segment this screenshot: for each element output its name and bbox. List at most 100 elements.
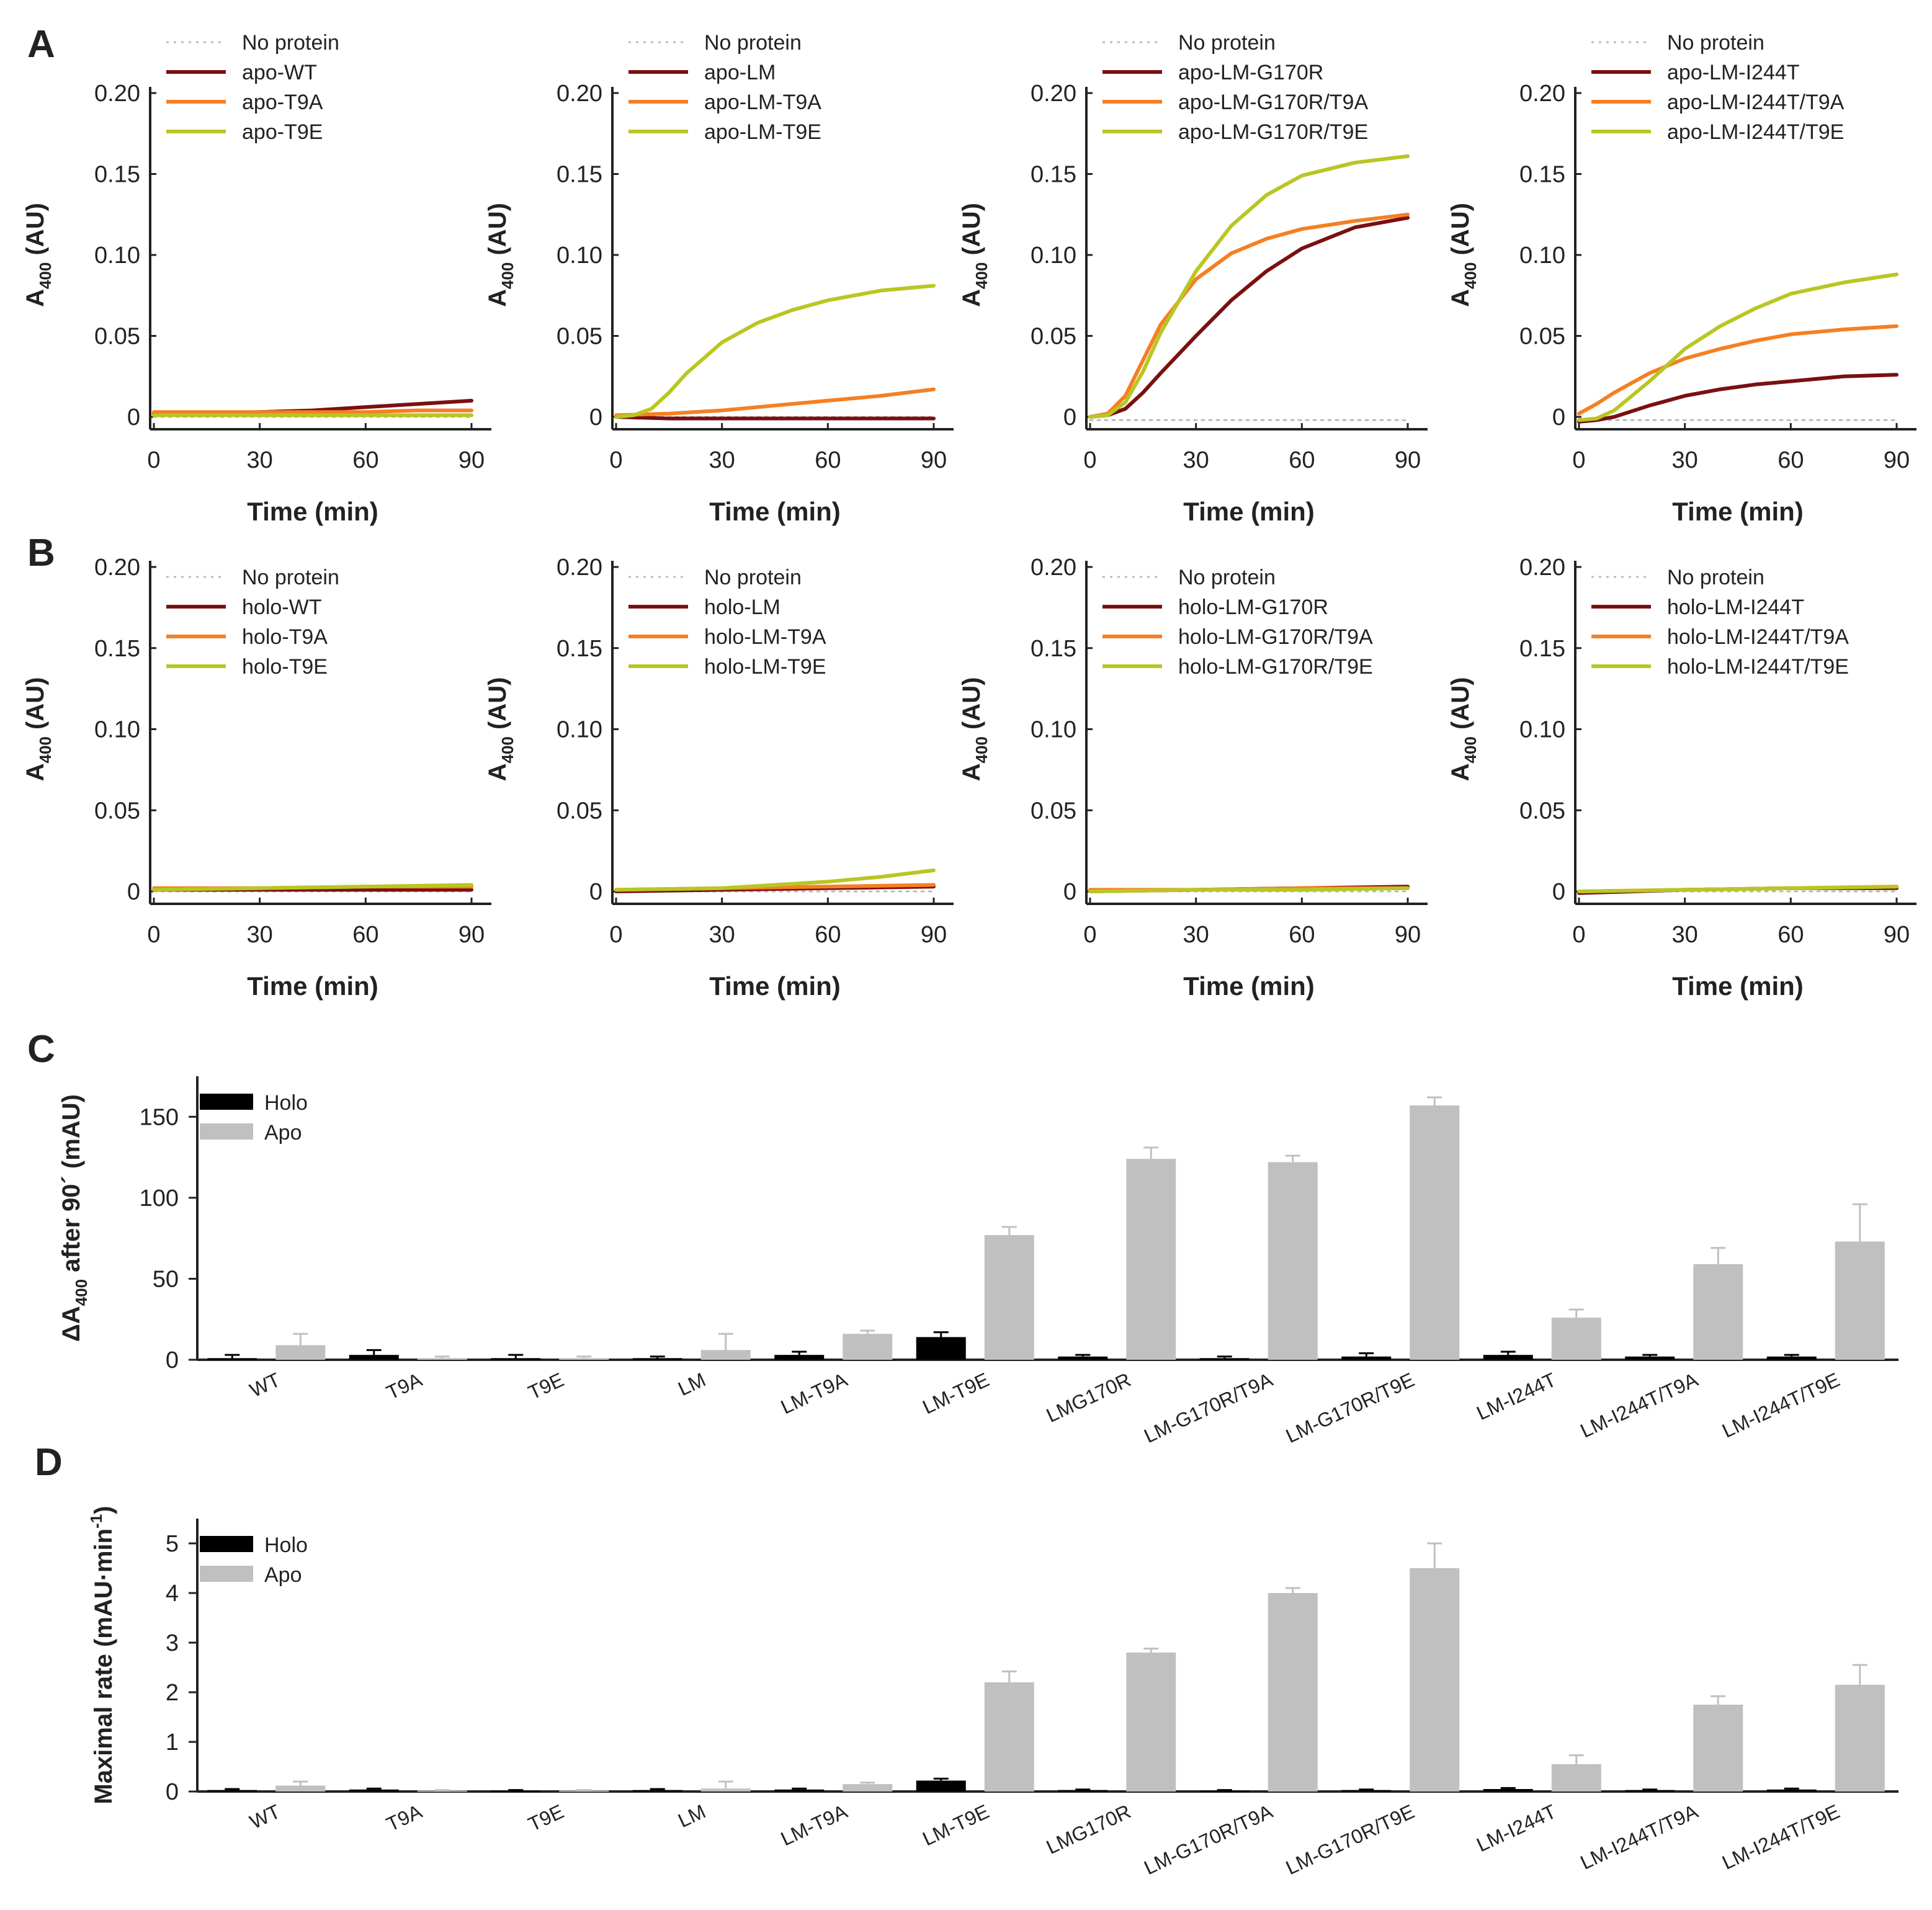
panel-letter-A: A xyxy=(27,23,55,66)
y-tick-label: 5 xyxy=(166,1531,179,1557)
y-tick-label: 2 xyxy=(166,1680,179,1706)
y-axis-label: A400 (AU) xyxy=(958,677,991,782)
series-line-apo-LM-G170R xyxy=(1088,216,1410,419)
y-tick-label: 0.10 xyxy=(1031,717,1076,743)
category-label: LMG170R xyxy=(1043,1800,1134,1859)
legend-label: apo-LM-I244T/T9A xyxy=(1667,91,1845,114)
x-axis-label: Time (min) xyxy=(1183,497,1315,526)
legend-label: Apo xyxy=(264,1121,302,1145)
y-tick-label: 0.05 xyxy=(1519,798,1565,824)
category-label: T9A xyxy=(383,1800,426,1836)
x-tick-label: 60 xyxy=(1289,922,1315,948)
y-axis-label-close: ) xyxy=(90,1506,117,1514)
bar-holo-LM-T9A xyxy=(774,1355,825,1360)
legend-label: holo-LM-T9A xyxy=(704,625,826,649)
y-tick-label: 0.20 xyxy=(557,81,602,107)
series-line-apo-LM-I244T xyxy=(1577,373,1898,424)
category-label: WT xyxy=(246,1800,284,1834)
category-label: LM-I244T/T9E xyxy=(1719,1800,1843,1874)
y-axis-label-main: A xyxy=(484,764,511,782)
y-tick-label: 0.20 xyxy=(1031,81,1076,107)
y-tick-label: 0 xyxy=(127,879,140,905)
x-tick-label: 90 xyxy=(458,922,485,948)
y-tick-label: 0 xyxy=(166,1347,179,1373)
y-axis-label-unit: (AU) xyxy=(22,203,49,262)
y-tick-label: 0.10 xyxy=(557,717,602,743)
bar-holo-LM-T9A xyxy=(774,1789,825,1792)
line-chart-A-3: 0 0.05 0.10 0.15 0.20 0 30 60 90 Time (min) A400 (… xyxy=(958,31,1428,526)
y-axis-label-sub: 400 xyxy=(1461,736,1480,763)
x-tick-label: 60 xyxy=(1289,447,1315,473)
y-tick-label: 100 xyxy=(140,1185,179,1212)
category-label: T9E xyxy=(525,1368,567,1404)
series-line-apo-LM-I244T/T9E xyxy=(1577,272,1898,422)
y-tick-label: 0.05 xyxy=(94,798,140,824)
x-tick-label: 90 xyxy=(1395,447,1421,473)
x-tick-label: 90 xyxy=(1395,922,1421,948)
y-axis-label: A400 (AU) xyxy=(1447,203,1480,307)
y-axis-label-main: A xyxy=(1447,764,1474,782)
bar-apo-LM-G170R/T9A xyxy=(1268,1162,1318,1360)
legend-swatch xyxy=(200,1123,253,1140)
y-tick-label: 0.05 xyxy=(94,324,140,350)
legend-swatch xyxy=(200,1566,253,1582)
series-line-apo-LM-T9A xyxy=(614,387,936,417)
y-axis-label-main: A xyxy=(1447,289,1474,307)
x-axis-label: Time (min) xyxy=(1183,971,1315,1001)
y-tick-label: 0.10 xyxy=(1519,717,1565,743)
x-tick-label: 90 xyxy=(921,447,947,473)
category-label: T9A xyxy=(383,1368,426,1404)
bar-apo-LM-T9A xyxy=(843,1334,893,1360)
y-tick-label: 0 xyxy=(1063,879,1076,905)
bar-holo-T9A xyxy=(349,1789,399,1792)
y-tick-label: 0.10 xyxy=(1519,243,1565,269)
x-tick-label: 30 xyxy=(1672,922,1698,948)
y-axis-label-sub: 400 xyxy=(36,736,55,763)
x-axis-label: Time (min) xyxy=(709,971,841,1001)
y-tick-label: 0 xyxy=(1063,404,1076,431)
line-chart-B-2: 0 0.05 0.10 0.15 0.20 0 30 60 90 Time (min) A400 (… xyxy=(484,555,954,1001)
category-label: LM-T9E xyxy=(919,1800,992,1850)
category-label: LM-G170R/T9E xyxy=(1282,1800,1418,1879)
legend-label: holo-LM-G170R/T9E xyxy=(1178,655,1373,679)
y-tick-label: 0.20 xyxy=(94,555,140,581)
bar-apo-LM-G170R/T9A xyxy=(1268,1593,1318,1792)
y-tick-label: 0.05 xyxy=(557,798,602,824)
bar-apo-LM-I244T/T9A xyxy=(1693,1264,1743,1360)
bar-holo-LMG170R xyxy=(1058,1790,1108,1792)
y-tick-label: 0.10 xyxy=(557,243,602,269)
category-label: LM-I244T/T9E xyxy=(1719,1368,1843,1442)
bar-holo-LM-G170R/T9A xyxy=(1199,1358,1250,1360)
y-axis-label-unit: after 90´ (mAU) xyxy=(58,1094,85,1279)
bar-apo-LM-I244T xyxy=(1551,1764,1601,1792)
y-axis-label-unit: (AU) xyxy=(22,677,49,737)
y-axis-label-main: A xyxy=(958,764,985,782)
y-axis-label-main: A xyxy=(484,289,511,307)
bar-holo-LM-I244T/T9E xyxy=(1766,1789,1817,1792)
y-tick-label: 0.15 xyxy=(94,162,140,188)
category-label: LM-T9A xyxy=(777,1800,851,1850)
y-axis-label: A400 (AU) xyxy=(484,677,517,782)
y-tick-label: 4 xyxy=(166,1581,179,1607)
y-tick-label: 0 xyxy=(127,404,140,431)
y-axis-label-unit: (AU) xyxy=(1447,677,1474,737)
legend-label: apo-LM-G170R/T9E xyxy=(1178,120,1368,144)
line-chart-A-2: 0 0.05 0.10 0.15 0.20 0 30 60 90 Time (min) A400 (… xyxy=(484,31,954,526)
x-axis-label: Time (min) xyxy=(1672,497,1804,526)
bar-apo-LM xyxy=(700,1350,751,1360)
legend-label: Holo xyxy=(264,1091,308,1115)
category-label: LMG170R xyxy=(1043,1368,1134,1427)
bar-apo-LM xyxy=(700,1788,751,1792)
x-tick-label: 0 xyxy=(1083,447,1096,473)
bar-apo-WT xyxy=(275,1785,326,1792)
y-tick-label: 0.10 xyxy=(94,717,140,743)
legend-label: apo-LM-G170R/T9A xyxy=(1178,91,1368,114)
y-axis-label-sub: 400 xyxy=(1461,262,1480,289)
series-line-holo-T9E xyxy=(152,883,473,892)
legend-label: apo-WT xyxy=(242,61,317,84)
bar-apo-LMG170R xyxy=(1126,1159,1176,1360)
bar-holo-LM xyxy=(632,1790,682,1792)
series-line-holo-LM-T9E xyxy=(614,868,936,892)
